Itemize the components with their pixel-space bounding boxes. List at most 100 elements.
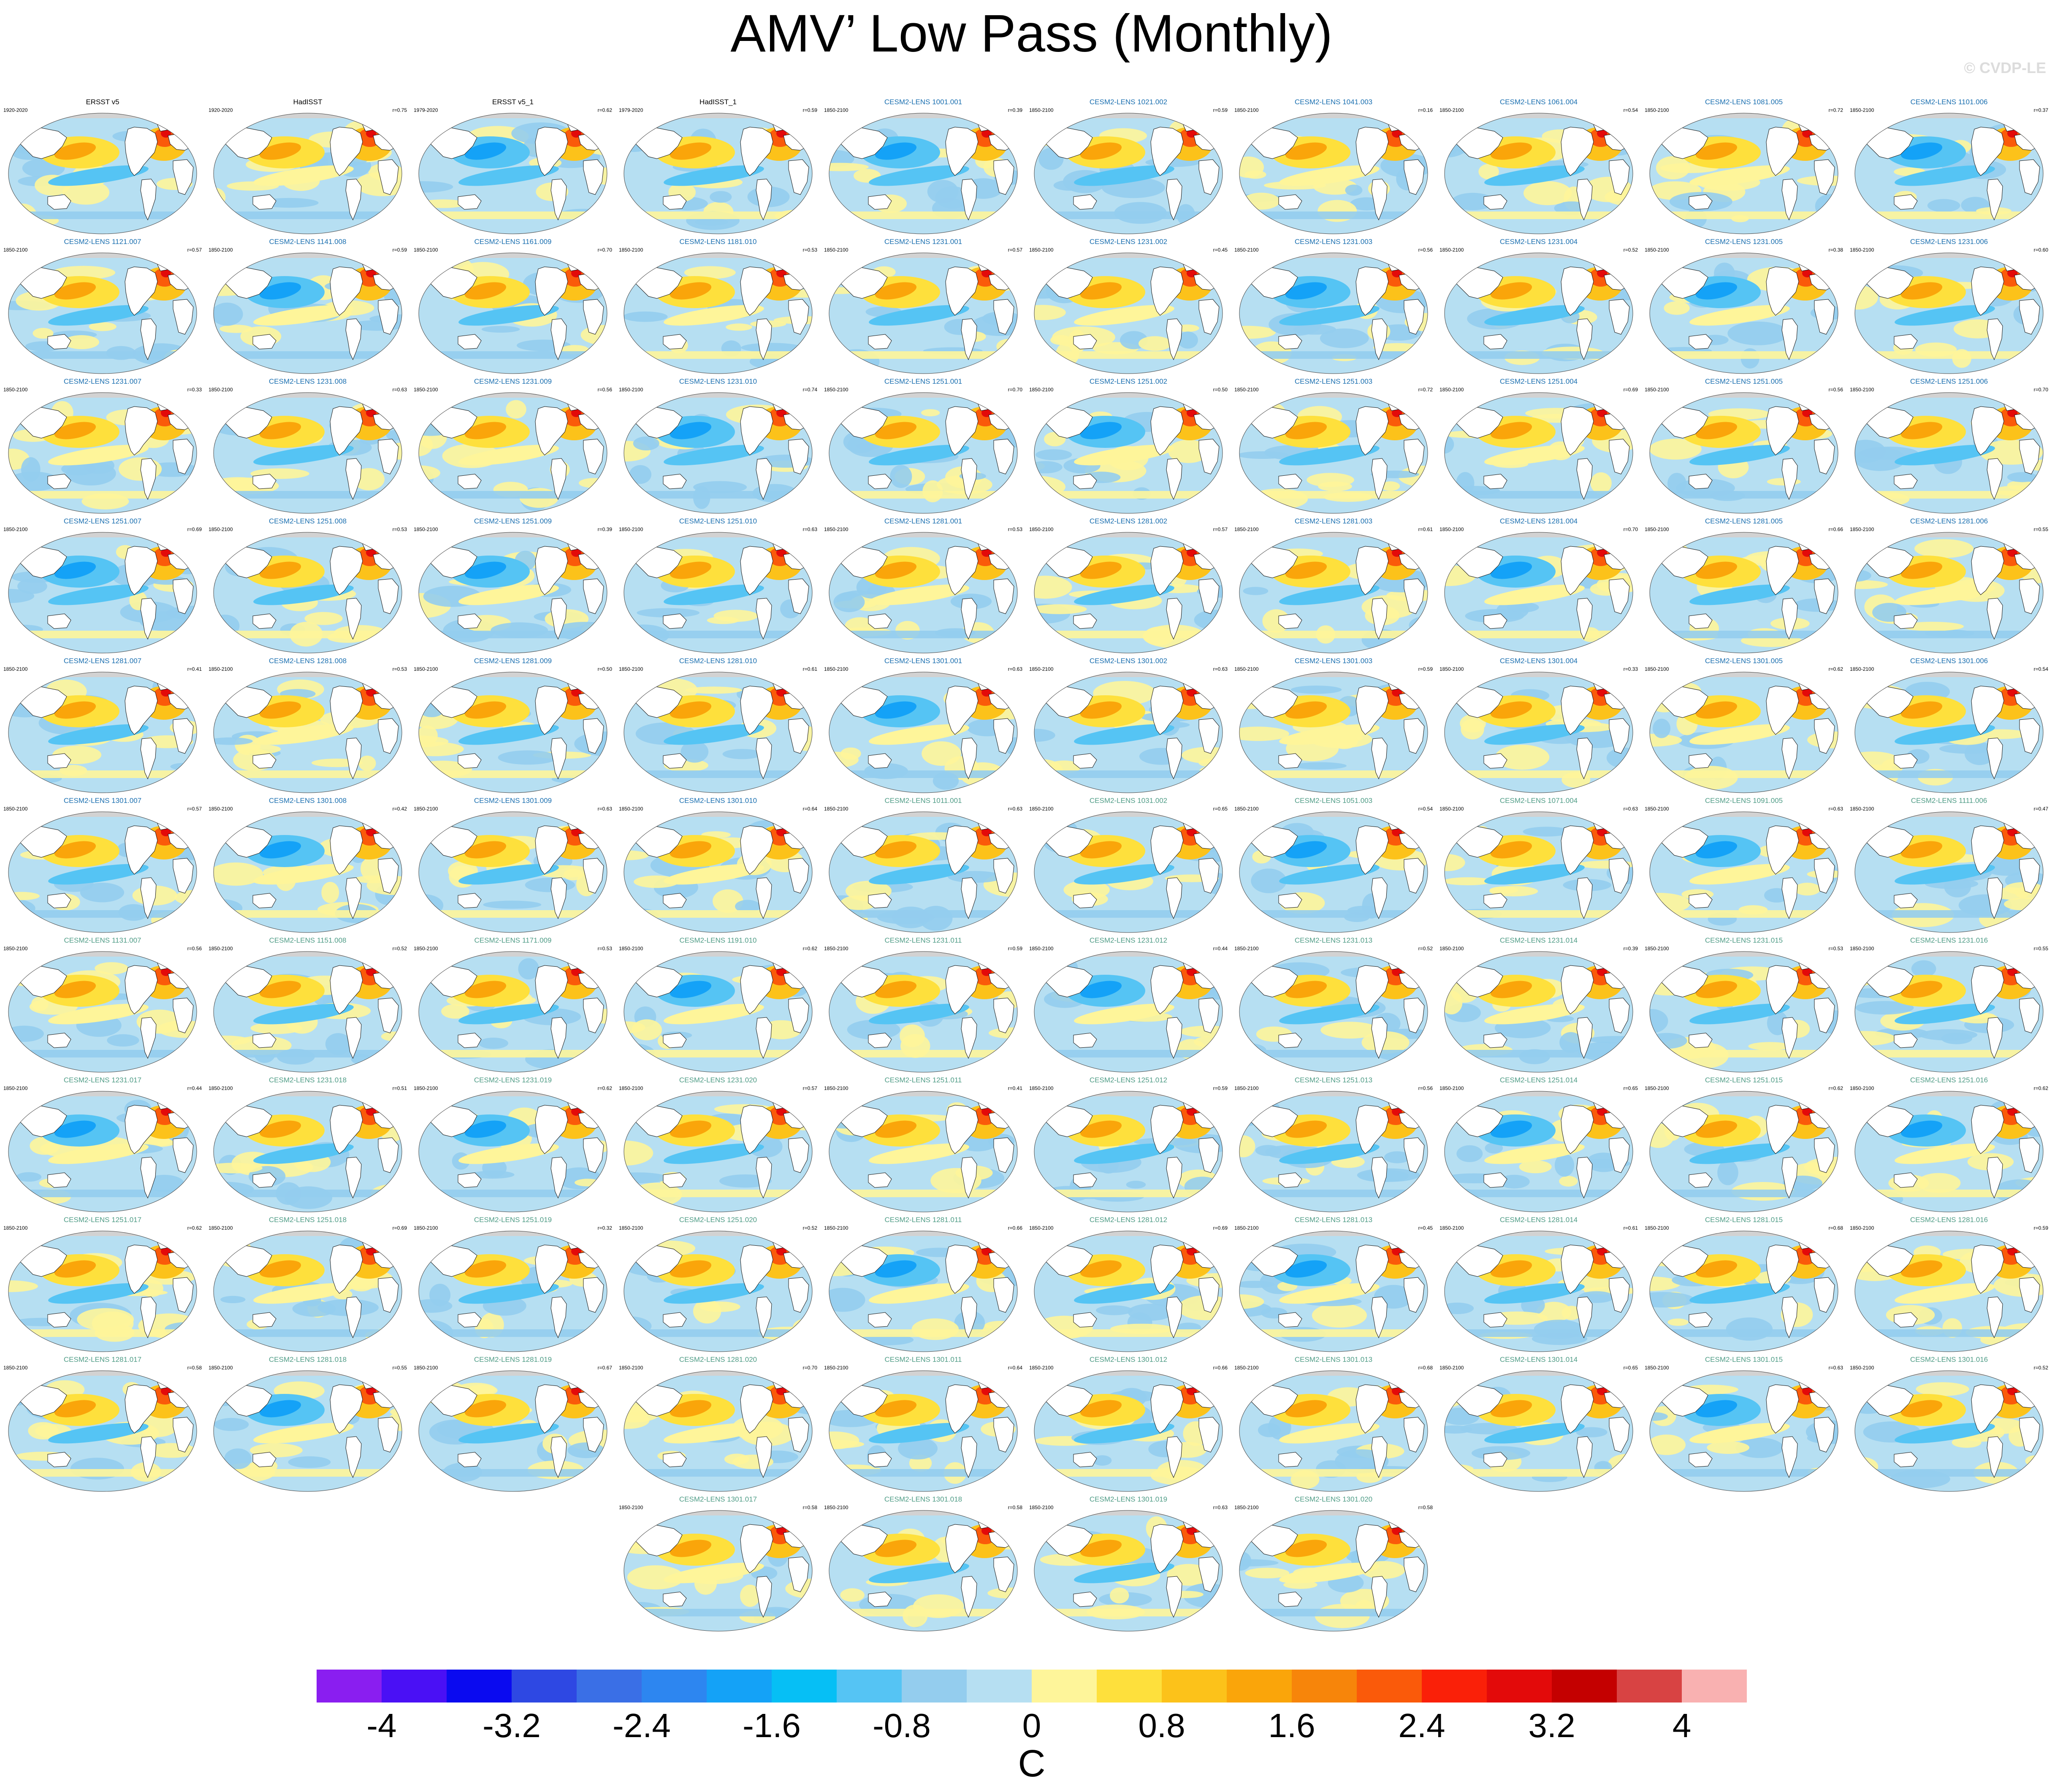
panel-title: CESM2-LENS 1181.010: [679, 238, 757, 246]
sst-anomaly-map: [213, 113, 402, 234]
sst-anomaly-map: [1854, 951, 2044, 1073]
map-panel: CESM2-LENS 1281.019 1850-2100 r=0.67: [414, 1356, 612, 1495]
panel-title: CESM2-LENS 1301.003: [1294, 657, 1373, 665]
map-panel: CESM2-LENS 1301.011 1850-2100 r=0.64: [824, 1356, 1022, 1495]
sst-anomaly-map: [8, 1370, 197, 1492]
panel-correlation: r=0.59: [392, 247, 407, 253]
colorbar-tick-label: 2.4: [1398, 1707, 1445, 1744]
panel-title: CESM2-LENS 1251.013: [1294, 1076, 1373, 1084]
sst-anomaly-map: [1444, 113, 1633, 234]
sst-anomaly-map: [1239, 1370, 1428, 1492]
panel-correlation: r=0.69: [187, 526, 202, 532]
panel-period: 1850-2100: [3, 1085, 28, 1091]
panel-correlation: r=0.47: [2033, 806, 2048, 812]
panel-correlation: r=0.57: [1213, 526, 1228, 532]
sst-anomaly-map: [1034, 532, 1223, 653]
panel-title: CESM2-LENS 1231.002: [1089, 238, 1168, 246]
sst-anomaly-map: [1649, 811, 1838, 933]
map-panel: CESM2-LENS 1281.007 1850-2100 r=0.41: [3, 657, 202, 796]
map-panel: CESM2-LENS 1231.014 1850-2100 r=0.39: [1439, 936, 1638, 1076]
panel-title: CESM2-LENS 1301.011: [884, 1356, 962, 1364]
panel-period: 1850-2100: [1645, 1225, 1669, 1231]
panel-period: 1850-2100: [414, 946, 438, 952]
panel-period: 1850-2100: [619, 946, 643, 952]
sst-anomaly-map: [1239, 672, 1428, 793]
panel-period: 1850-2100: [824, 247, 849, 253]
map-panel: CESM2-LENS 1031.002 1850-2100 r=0.65: [1029, 797, 1228, 936]
map-panel: CESM2-LENS 1071.004 1850-2100 r=0.63: [1439, 797, 1638, 936]
panel-title: CESM2-LENS 1101.006: [1910, 98, 1988, 106]
colorbar-swatch: [512, 1670, 577, 1703]
panel-title: CESM2-LENS 1251.005: [1705, 377, 1783, 385]
panel-period: 1850-2100: [1645, 666, 1669, 672]
sst-anomaly-map: [418, 672, 607, 793]
panel-title: CESM2-LENS 1231.009: [474, 377, 552, 385]
sst-anomaly-map: [418, 392, 607, 514]
panel-title: CESM2-LENS 1131.007: [64, 936, 141, 944]
panel-period: 1850-2100: [1439, 1365, 1464, 1371]
panel-title: CESM2-LENS 1031.002: [1089, 797, 1168, 805]
panel-period: 1850-2100: [414, 666, 438, 672]
panel-correlation: r=0.56: [1418, 1085, 1433, 1091]
panel-correlation: r=0.65: [1623, 1085, 1638, 1091]
map-panel: CESM2-LENS 1251.001 1850-2100 r=0.70: [824, 377, 1022, 517]
panel-title: CESM2-LENS 1281.006: [1910, 517, 1988, 525]
panel-period: 1850-2100: [1645, 247, 1669, 253]
map-panel: CESM2-LENS 1171.009 1850-2100 r=0.53: [414, 936, 612, 1076]
panel-correlation: r=0.62: [1828, 666, 1843, 672]
panel-period: 1850-2100: [209, 1225, 233, 1231]
panel-correlation: r=0.52: [1418, 946, 1433, 952]
map-panel: CESM2-LENS 1021.002 1850-2100 r=0.59: [1029, 98, 1228, 237]
panel-correlation: r=0.68: [1828, 1225, 1843, 1231]
panel-title: CESM2-LENS 1281.011: [884, 1216, 962, 1224]
sst-anomaly-map: [1649, 672, 1838, 793]
panel-title: CESM2-LENS 1251.003: [1294, 377, 1373, 385]
panel-title: CESM2-LENS 1281.020: [679, 1356, 757, 1364]
panel-period: 1850-2100: [1850, 387, 1874, 393]
panel-period: 1850-2100: [1234, 526, 1259, 532]
panel-period: 1850-2100: [209, 247, 233, 253]
map-panel: CESM2-LENS 1231.006 1850-2100 r=0.60: [1850, 238, 2048, 377]
sst-anomaly-map: [624, 252, 813, 374]
panel-period: 1850-2100: [824, 806, 849, 812]
panel-correlation: r=0.70: [1008, 387, 1022, 393]
figure-title: AMV’ Low Pass (Monthly): [730, 4, 1333, 63]
map-panel: CESM2-LENS 1251.008 1850-2100 r=0.53: [209, 517, 407, 656]
panel-correlation: r=0.70: [597, 247, 612, 253]
sst-anomaly-map: [829, 951, 1018, 1073]
panel-title: CESM2-LENS 1091.005: [1705, 797, 1783, 805]
panel-correlation: r=0.59: [1213, 1085, 1228, 1091]
colorbar: [317, 1670, 1747, 1703]
sst-anomaly-map: [1239, 252, 1428, 374]
panel-correlation: r=0.75: [392, 107, 407, 113]
panel-correlation: r=0.74: [802, 387, 817, 393]
sst-anomaly-map: [418, 1091, 607, 1212]
panel-correlation: r=0.50: [597, 666, 612, 672]
map-panel: CESM2-LENS 1301.004 1850-2100 r=0.33: [1439, 657, 1638, 796]
panel-title: CESM2-LENS 1081.005: [1705, 98, 1783, 106]
map-panel: CESM2-LENS 1151.008 1850-2100 r=0.52: [209, 936, 407, 1076]
panel-correlation: r=0.44: [1213, 946, 1228, 952]
sst-anomaly-map: [829, 1510, 1018, 1632]
panel-period: 1850-2100: [619, 387, 643, 393]
panel-period: 1850-2100: [1029, 247, 1054, 253]
panel-period: 1850-2100: [1029, 946, 1054, 952]
map-panel: CESM2-LENS 1231.012 1850-2100 r=0.44: [1029, 936, 1228, 1076]
panel-correlation: r=0.66: [1008, 1225, 1022, 1231]
panel-title: CESM2-LENS 1281.015: [1705, 1216, 1783, 1224]
panel-period: 1850-2100: [824, 1505, 849, 1510]
map-panel: CESM2-LENS 1251.002 1850-2100 r=0.50: [1029, 377, 1228, 517]
map-panel: CESM2-LENS 1251.006 1850-2100 r=0.70: [1850, 377, 2048, 517]
panel-period: 1850-2100: [1645, 526, 1669, 532]
panel-correlation: r=0.50: [1213, 387, 1228, 393]
panel-period: 1850-2100: [619, 1505, 643, 1510]
panel-period: 1850-2100: [209, 806, 233, 812]
panel-title: HadISST_1: [699, 98, 737, 106]
sst-anomaly-map: [1444, 1091, 1633, 1212]
panel-correlation: r=0.64: [802, 806, 817, 812]
map-panel: CESM2-LENS 1301.003 1850-2100 r=0.59: [1234, 657, 1433, 796]
map-panel: CESM2-LENS 1231.019 1850-2100 r=0.62: [414, 1076, 612, 1215]
panel-title: CESM2-LENS 1251.018: [268, 1216, 347, 1224]
panel-title: CESM2-LENS 1281.008: [268, 657, 347, 665]
sst-anomaly-map: [1239, 532, 1428, 653]
